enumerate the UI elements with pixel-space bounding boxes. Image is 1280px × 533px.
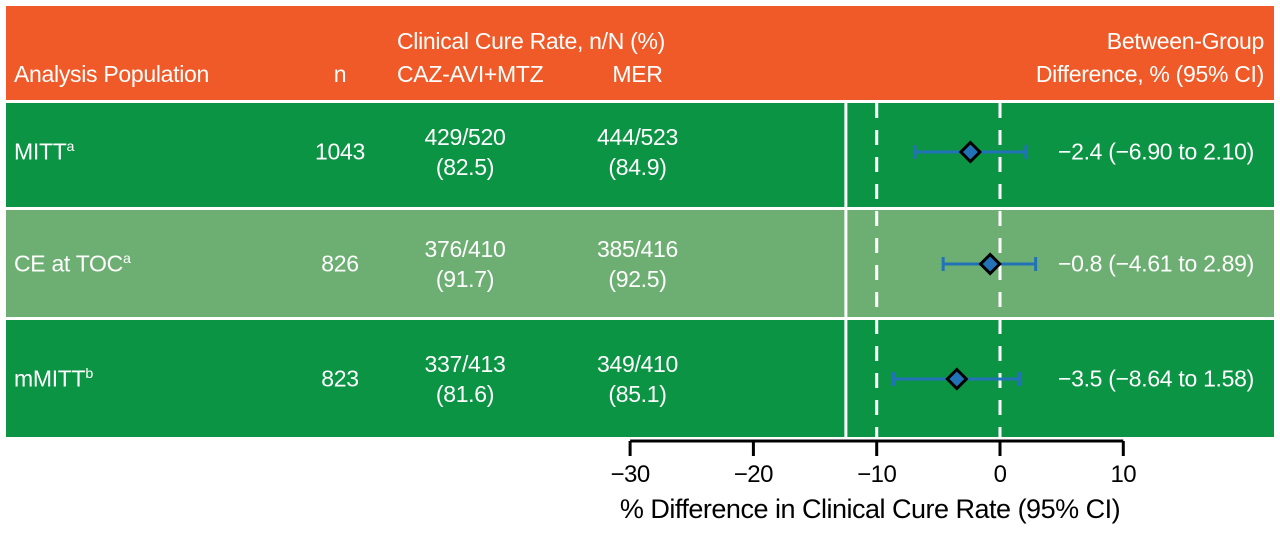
row-label-mmitt: mMITTb	[14, 365, 94, 392]
cell-caz-avi-mtz: 376/410 (91.7)	[424, 236, 506, 292]
column-header-between-group-difference: Between-Group Difference, % (95% CI)	[1036, 25, 1264, 91]
cell-n: 823	[321, 365, 359, 392]
between-group-line2: Difference, % (95% CI)	[1035, 61, 1264, 87]
cell-caz-avi-mtz: 429/520 (82.5)	[424, 124, 506, 180]
x-axis-tick-label: −20	[734, 461, 773, 488]
column-header-clinical-cure-rate: Clinical Cure Rate, n/N (%)	[397, 28, 665, 54]
table-row-band-ce-at-toc	[6, 210, 1274, 317]
column-header-n: n	[333, 61, 347, 87]
column-header-mer: MER	[612, 61, 663, 87]
x-axis-title: % Difference in Clinical Cure Rate (95% …	[619, 494, 1121, 524]
cell-between-group-difference: −3.5 (−8.64 to 1.58)	[1057, 365, 1254, 392]
footnote-marker: a	[122, 250, 131, 267]
footnote-marker: a	[66, 138, 75, 155]
cell-between-group-difference: −0.8 (−4.61 to 2.89)	[1057, 250, 1254, 277]
cell-n: 1043	[315, 138, 365, 165]
table-header-band	[6, 6, 1274, 100]
footnote-marker: b	[85, 365, 94, 382]
x-axis-tick-label: −30	[610, 461, 649, 488]
cell-mer: 385/416 (92.5)	[596, 236, 679, 292]
column-header-caz-avi-mtz: CAZ-AVI+MTZ	[397, 61, 544, 87]
column-header-analysis-population: Analysis Population	[14, 61, 210, 87]
row-label-ce-at-toc: CE at TOCa	[14, 250, 131, 277]
x-axis-tick-label: −10	[857, 461, 896, 488]
cell-n: 826	[321, 250, 359, 277]
table-row-band-mmitt	[6, 320, 1274, 437]
x-axis-tick-label: 10	[1110, 461, 1136, 488]
between-group-line1: Between-Group	[1106, 28, 1265, 54]
cell-mer: 349/410 (85.1)	[596, 351, 679, 407]
cell-caz-avi-mtz: 337/413 (81.6)	[424, 351, 506, 407]
x-axis-tick-label: 0	[994, 461, 1007, 488]
cell-mer: 444/523 (84.9)	[596, 124, 679, 180]
cell-between-group-difference: −2.4 (−6.90 to 2.10)	[1057, 138, 1254, 165]
table-row-band-mitt	[6, 103, 1274, 207]
row-label-mitt: MITTa	[14, 138, 75, 165]
